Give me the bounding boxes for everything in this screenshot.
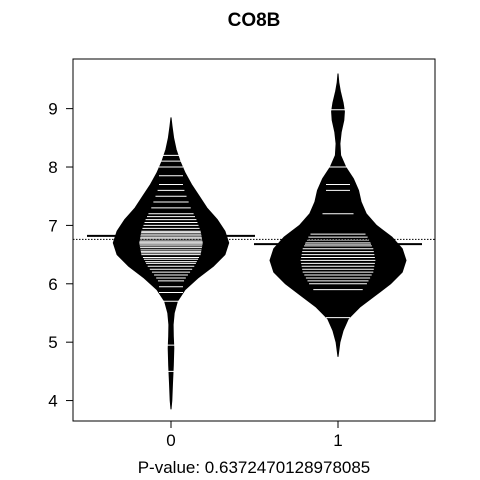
y-tick-label: 5 (48, 333, 57, 352)
y-tick-label: 4 (48, 392, 57, 411)
x-tick-label: 0 (166, 431, 175, 450)
x-axis-label: P-value: 0.6372470128978085 (138, 458, 371, 477)
y-tick-label: 9 (48, 100, 57, 119)
x-tick-label: 1 (333, 431, 342, 450)
y-tick-label: 6 (48, 275, 57, 294)
chart-title: CO8B (228, 10, 281, 31)
y-tick-label: 7 (48, 216, 57, 235)
y-tick-label: 8 (48, 158, 57, 177)
bean-group (87, 73, 422, 410)
x-axis: 0 1 (166, 420, 343, 450)
y-axis: 4 5 6 7 8 9 (48, 100, 74, 411)
bean-shape-1 (269, 73, 407, 357)
